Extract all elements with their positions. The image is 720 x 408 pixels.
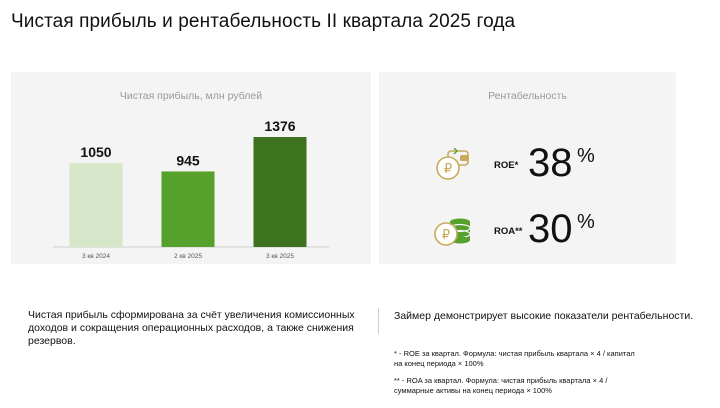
category-label-1: 3 кв 2024 (82, 253, 110, 260)
profitability-panel: Рентабельность ₽ ROE* 38 % ₽ ROA** 30 % (379, 72, 676, 264)
footnote-roa-line-1: ** - ROA за квартал. Формула: чистая при… (394, 376, 608, 385)
bar-2 (161, 171, 215, 247)
profitability-title: Рентабельность (488, 90, 567, 102)
data-label-1: 1050 (80, 144, 111, 160)
bar-3 (253, 137, 307, 247)
net-profit-chart-title: Чистая прибыль, млн рублей (119, 90, 263, 102)
net-profit-bar-chart: 1050 3 кв 2024 945 2 кв 2025 1376 3 кв 2025 (53, 118, 329, 260)
page-title: Чистая прибыль и рентабельность II кварт… (11, 11, 516, 32)
footnote-roa-line-2: суммарные активы на конец периода × 100% (394, 386, 552, 395)
category-label-3: 3 кв 2025 (266, 253, 294, 260)
data-label-2: 945 (176, 152, 200, 168)
footnote-roe-line-2: на конец периода × 100% (394, 359, 484, 368)
coin-stack-icon: ₽ (434, 218, 471, 246)
roe-value: 38 (528, 141, 573, 185)
notes-divider (378, 308, 379, 334)
roa-unit: % (577, 211, 595, 233)
roe-unit: % (577, 145, 595, 167)
footnote-roe-line-1: * - ROE за квартал. Формула: чистая приб… (394, 349, 635, 358)
category-label-2: 2 кв 2025 (174, 253, 202, 260)
wallet-coin-icon: ₽ (436, 148, 469, 180)
roe-label: ROE* (494, 160, 519, 171)
net-profit-comment: Чистая прибыль сформирована за счёт увел… (28, 309, 355, 347)
profitability-comment: Займер демонстрирует высокие показатели … (394, 310, 694, 322)
roa-label: ROA** (494, 226, 523, 237)
bar-1 (69, 163, 123, 247)
net-profit-panel: Чистая прибыль, млн рублей 1050 3 кв 2024… (11, 72, 371, 264)
data-label-3: 1376 (264, 118, 295, 134)
roa-value: 30 (528, 207, 573, 251)
svg-text:₽: ₽ (442, 228, 450, 243)
svg-text:₽: ₽ (444, 162, 452, 177)
